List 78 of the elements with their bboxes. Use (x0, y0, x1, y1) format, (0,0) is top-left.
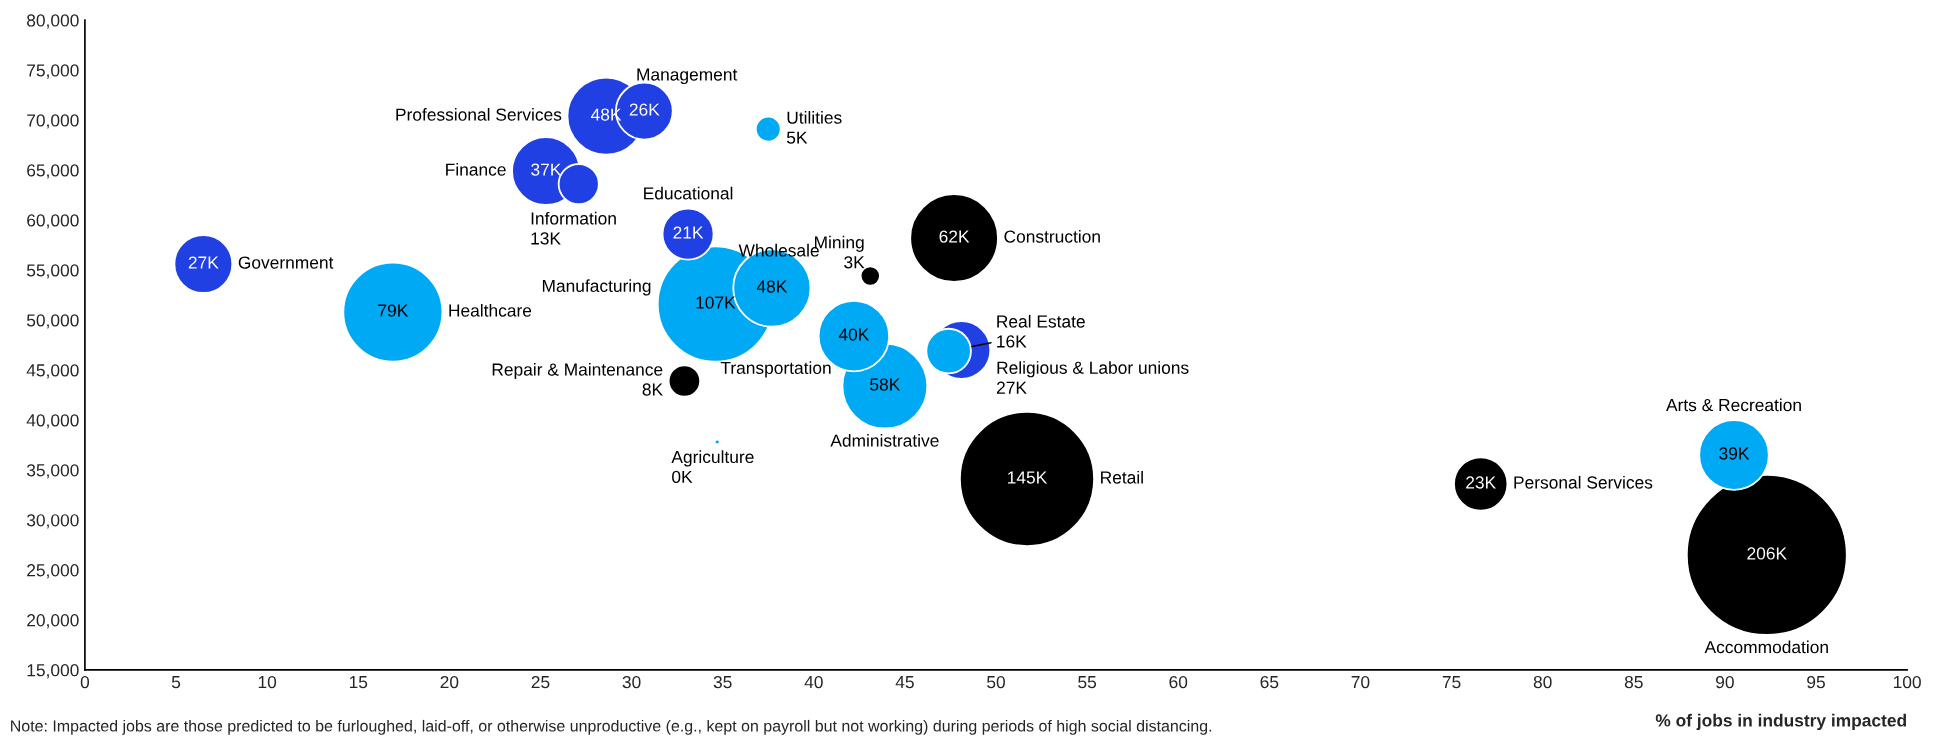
y-tick-label: 75,000 (27, 64, 79, 79)
x-tick-label: 0 (80, 675, 90, 689)
data-label: 58K (870, 378, 901, 391)
data-label: 39K (1719, 447, 1750, 460)
x-tick-label: 80 (1533, 675, 1552, 689)
data-label: 40K (838, 328, 870, 341)
series-label: Government (238, 256, 334, 269)
series-label: Accommodation (1704, 640, 1828, 654)
x-tick-label: 75 (1442, 676, 1461, 689)
data-label: 8K (642, 383, 663, 396)
y-tick-label: 45,000 (26, 364, 79, 379)
data-label: 145K (1008, 471, 1048, 484)
data-label: 5K (786, 131, 808, 144)
x-tick-label: 5 (171, 676, 181, 689)
text: Note: Impacted jobs are those predicted to be furloughed, laid-off, or otherwise unproductive (e.g., kept on payroll but not working) during periods of high social distancing. (11, 719, 1212, 735)
data-label: 62K (939, 230, 970, 243)
data-label: 16K (997, 335, 1027, 348)
series-label: Transportation (720, 361, 831, 378)
series-label: Real Estate (997, 314, 1085, 328)
data-label: 27K (188, 256, 219, 269)
x-axis-title: % of jobs in industry impacted (1655, 713, 1906, 731)
series-label: Construction (1004, 229, 1100, 243)
y-tick-label: 15,000 (27, 664, 79, 679)
data-label: 0K (672, 470, 693, 484)
data-label: 21K (673, 226, 704, 239)
y-tick-label: 40,000 (26, 414, 79, 429)
x-tick-label: 15 (349, 676, 368, 689)
x-tick-label: 30 (622, 675, 641, 689)
y-tick-label: 20,000 (27, 614, 79, 629)
series-label: Healthcare (449, 303, 532, 317)
y-tick-label: 50,000 (26, 314, 79, 329)
data-label: 3K (844, 256, 865, 269)
series-label: Finance (446, 163, 506, 176)
x-tick-label: 50 (987, 675, 1005, 689)
data-label: 206K (1747, 547, 1787, 560)
x-tick-label: 55 (1078, 676, 1097, 689)
series-label: Professional Services (396, 108, 562, 121)
series-label: Repair & Maintenance (492, 362, 663, 380)
series-label: Personal Services (1514, 475, 1653, 489)
y-tick-label: 30,000 (26, 514, 79, 529)
data-label: 27K (996, 381, 1027, 394)
x-tick-label: 35 (713, 675, 732, 689)
series-label: Utilities (787, 111, 842, 124)
series-label: Educational (644, 186, 733, 200)
series-label: Manufacturing (542, 279, 651, 296)
x-tick-label: 60 (1169, 675, 1188, 689)
y-tick-label: 55,000 (26, 264, 79, 279)
series-label: Religious & Labor unions (997, 361, 1189, 378)
y-tick-label: 25,000 (27, 564, 79, 579)
x-tick-label: 40 (804, 675, 823, 689)
x-tick-label: 70 (1351, 675, 1370, 689)
x-tick-label: 45 (895, 676, 914, 689)
y-tick-label: 60,000 (27, 214, 79, 229)
x-tick-label: 10 (258, 675, 277, 689)
x-tick-label: 65 (1260, 675, 1279, 689)
data-label: 48K (756, 280, 788, 293)
y-tick-label: 35,000 (26, 464, 79, 479)
x-tick-label: 90 (1716, 675, 1734, 689)
series-label: Administrative (830, 434, 939, 447)
data-label: 37K (531, 163, 562, 176)
y-tick-label: 65,000 (27, 164, 79, 179)
data-label: 13K (531, 232, 561, 245)
y-tick-label: 80,000 (27, 14, 79, 29)
series-label: Arts & Recreation (1666, 398, 1801, 412)
series-label: Information (531, 211, 616, 225)
data-label: 107K (696, 296, 736, 309)
series-label: Retail (1101, 470, 1143, 484)
series-label: Management (637, 68, 738, 85)
x-tick-label: 25 (531, 675, 550, 689)
series-label: Agriculture (671, 450, 754, 467)
x-tick-label: 20 (440, 675, 459, 689)
data-label: 23K (1466, 476, 1496, 489)
x-tick-label: 95 (1807, 675, 1825, 689)
data-label: 26K (629, 103, 660, 116)
data-label: 79K (378, 304, 409, 317)
y-tick-label: 70,000 (27, 114, 79, 129)
x-tick-label: 85 (1624, 675, 1643, 689)
x-tick-label: 100 (1893, 675, 1921, 689)
